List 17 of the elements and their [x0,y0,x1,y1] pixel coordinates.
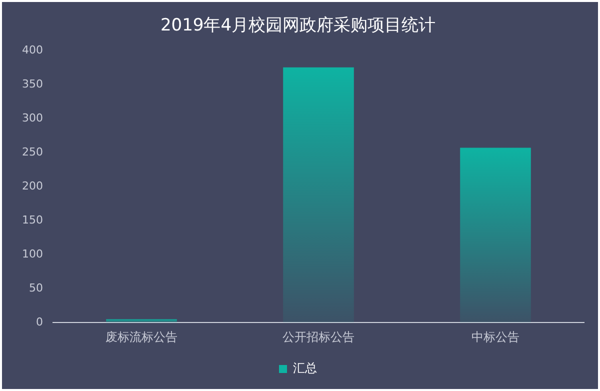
y-tick-label: 0 [36,315,43,328]
x-tick-label: 公开招标公告 [282,330,354,344]
y-tick-label: 250 [22,145,43,158]
bar [106,319,177,323]
x-tick-label: 中标公告 [472,330,520,344]
bar [283,67,354,323]
legend-label: 汇总 [293,361,317,376]
y-tick-label: 100 [22,247,43,260]
y-tick-label: 150 [22,213,43,226]
y-tick-label: 50 [28,281,43,294]
y-tick-label: 400 [22,43,43,56]
x-tick-label: 废标流标公告 [105,330,178,344]
chart-title: 2019年4月校园网政府采购项目统计 [160,16,436,36]
y-tick-label: 300 [22,111,43,124]
y-tick-label: 350 [22,77,43,90]
bar [460,148,531,323]
y-tick-label: 200 [22,179,43,192]
